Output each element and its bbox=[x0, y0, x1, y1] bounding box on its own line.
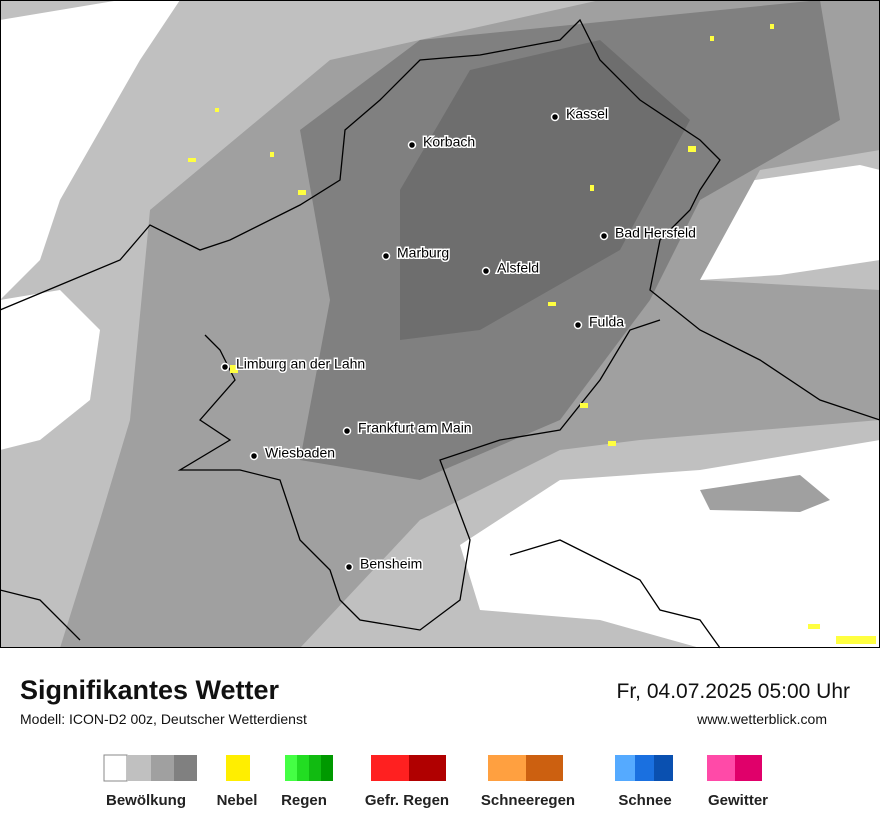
city-dots bbox=[220, 112, 609, 572]
legend-label: Nebel bbox=[217, 792, 258, 809]
city-label: Wiesbaden bbox=[265, 445, 335, 461]
legend-label: Schnee bbox=[618, 792, 671, 809]
website: www.wetterblick.com bbox=[696, 711, 827, 727]
legend-label: Gefr. Regen bbox=[365, 792, 449, 809]
city-label: Marburg bbox=[397, 245, 449, 261]
city-label: Bad Hersfeld bbox=[615, 225, 696, 241]
city-label: Kassel bbox=[566, 106, 608, 122]
legend-label: Regen bbox=[281, 792, 327, 809]
city-label: Korbach bbox=[423, 134, 475, 150]
legend-swatches bbox=[103, 754, 762, 782]
map bbox=[0, 0, 880, 649]
city-label: Alsfeld bbox=[497, 260, 539, 276]
title: Signifikantes Wetter bbox=[20, 675, 280, 705]
legend-label: Bewölkung bbox=[106, 792, 186, 809]
city-label: Bensheim bbox=[360, 556, 422, 572]
model: Modell: ICON-D2 00z, Deutscher Wetterdie… bbox=[20, 711, 307, 727]
legend-label: Schneeregen bbox=[481, 792, 575, 809]
legend-label: Gewitter bbox=[708, 792, 768, 809]
city-labels: Kassel Korbach Bad Hersfeld Marburg Alsf… bbox=[235, 104, 698, 573]
city-label: Frankfurt am Main bbox=[358, 420, 472, 436]
city-label: Limburg an der Lahn bbox=[236, 356, 365, 372]
datetime: Fr, 04.07.2025 05:00 Uhr bbox=[617, 680, 851, 703]
legend-labels: Bewölkung Nebel Regen Gefr. Regen Schnee… bbox=[106, 792, 768, 809]
city-label: Fulda bbox=[589, 314, 624, 330]
